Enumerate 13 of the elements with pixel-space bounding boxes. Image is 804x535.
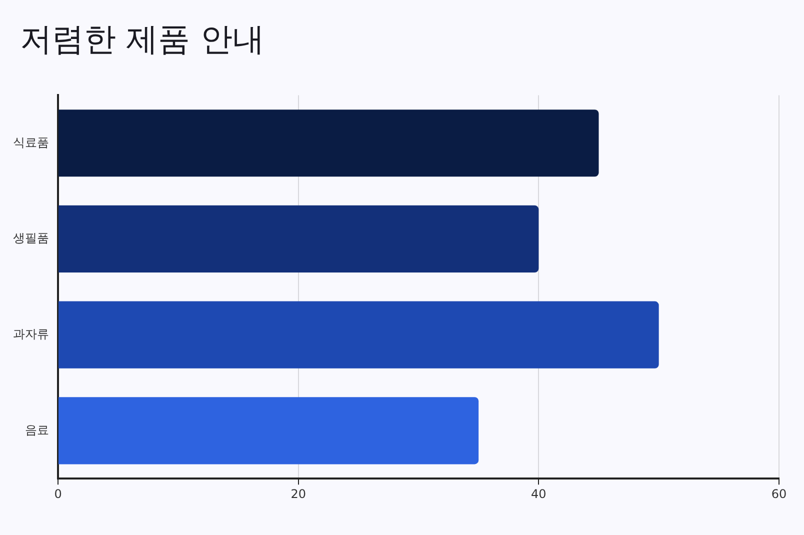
bar — [58, 301, 659, 368]
y-tick-label: 식료품 — [13, 135, 49, 150]
bar — [58, 205, 539, 273]
chart-title: 저렴한 제품 안내 — [20, 19, 264, 60]
x-tick-label: 20 — [290, 486, 306, 501]
x-tick-label: 0 — [54, 486, 62, 501]
y-tick-label: 음료 — [25, 422, 49, 437]
x-tick-label: 60 — [771, 486, 787, 501]
y-tick-label: 생필품 — [13, 231, 49, 246]
x-tick-label: 40 — [531, 486, 546, 501]
y-tick-label: 과자류 — [13, 326, 49, 341]
bar — [58, 397, 479, 464]
bar — [58, 110, 599, 177]
